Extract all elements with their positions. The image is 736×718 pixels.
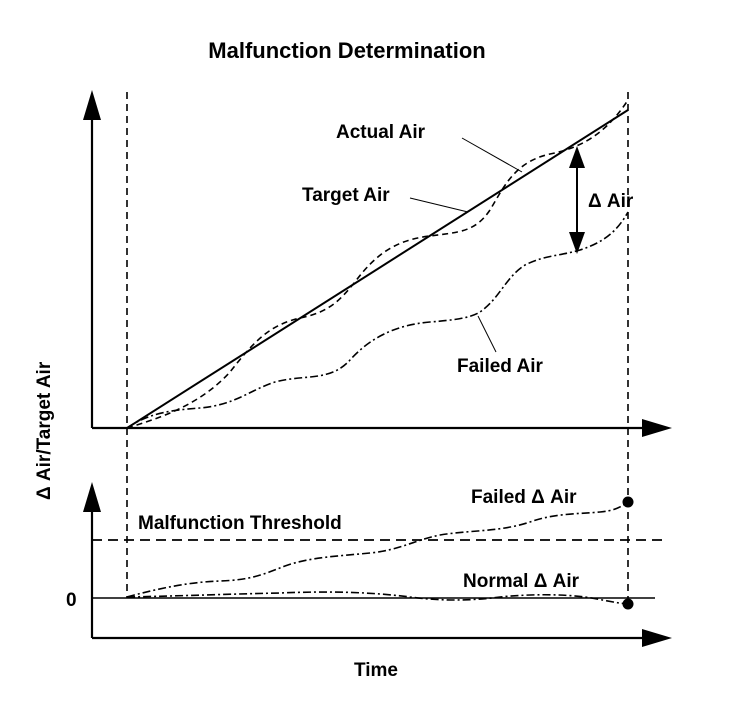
failed-air-label: Failed Air: [457, 356, 543, 377]
zero-tick-label: 0: [66, 590, 77, 611]
x-axis-label: Time: [354, 660, 398, 681]
y-axis-label: Δ Air/Target Air: [34, 361, 55, 500]
diagram-title: Malfunction Determination: [208, 38, 485, 63]
failed-delta-air-curve: [126, 501, 629, 598]
target-air-line: [126, 109, 629, 429]
failed-delta-air-label: Failed Δ Air: [471, 487, 577, 508]
actual-air-curve: [126, 99, 629, 429]
malfunction-threshold-label: Malfunction Threshold: [138, 513, 342, 534]
actual-air-label: Actual Air: [336, 122, 426, 143]
normal-delta-air-curve: [126, 591, 629, 605]
delta-air-label: Δ Air: [588, 191, 634, 212]
failed-air-curve: [126, 211, 629, 429]
target-air-leader: [409, 197, 469, 213]
failed-delta-air-endpoint: [622, 496, 634, 508]
delta-air-arrowhead-down: [569, 232, 585, 254]
lower-x-axis-arrowhead: [642, 629, 672, 647]
actual-air-leader: [461, 137, 523, 173]
failed-air-leader: [477, 315, 497, 353]
normal-delta-air-label: Normal Δ Air: [463, 571, 580, 592]
upper-x-axis-arrowhead: [642, 419, 672, 437]
target-air-label: Target Air: [302, 185, 390, 206]
lower-y-axis-arrowhead: [83, 482, 101, 512]
normal-delta-air-endpoint: [622, 598, 634, 610]
delta-air-arrowhead-up: [569, 146, 585, 168]
upper-y-axis-arrowhead: [83, 90, 101, 120]
